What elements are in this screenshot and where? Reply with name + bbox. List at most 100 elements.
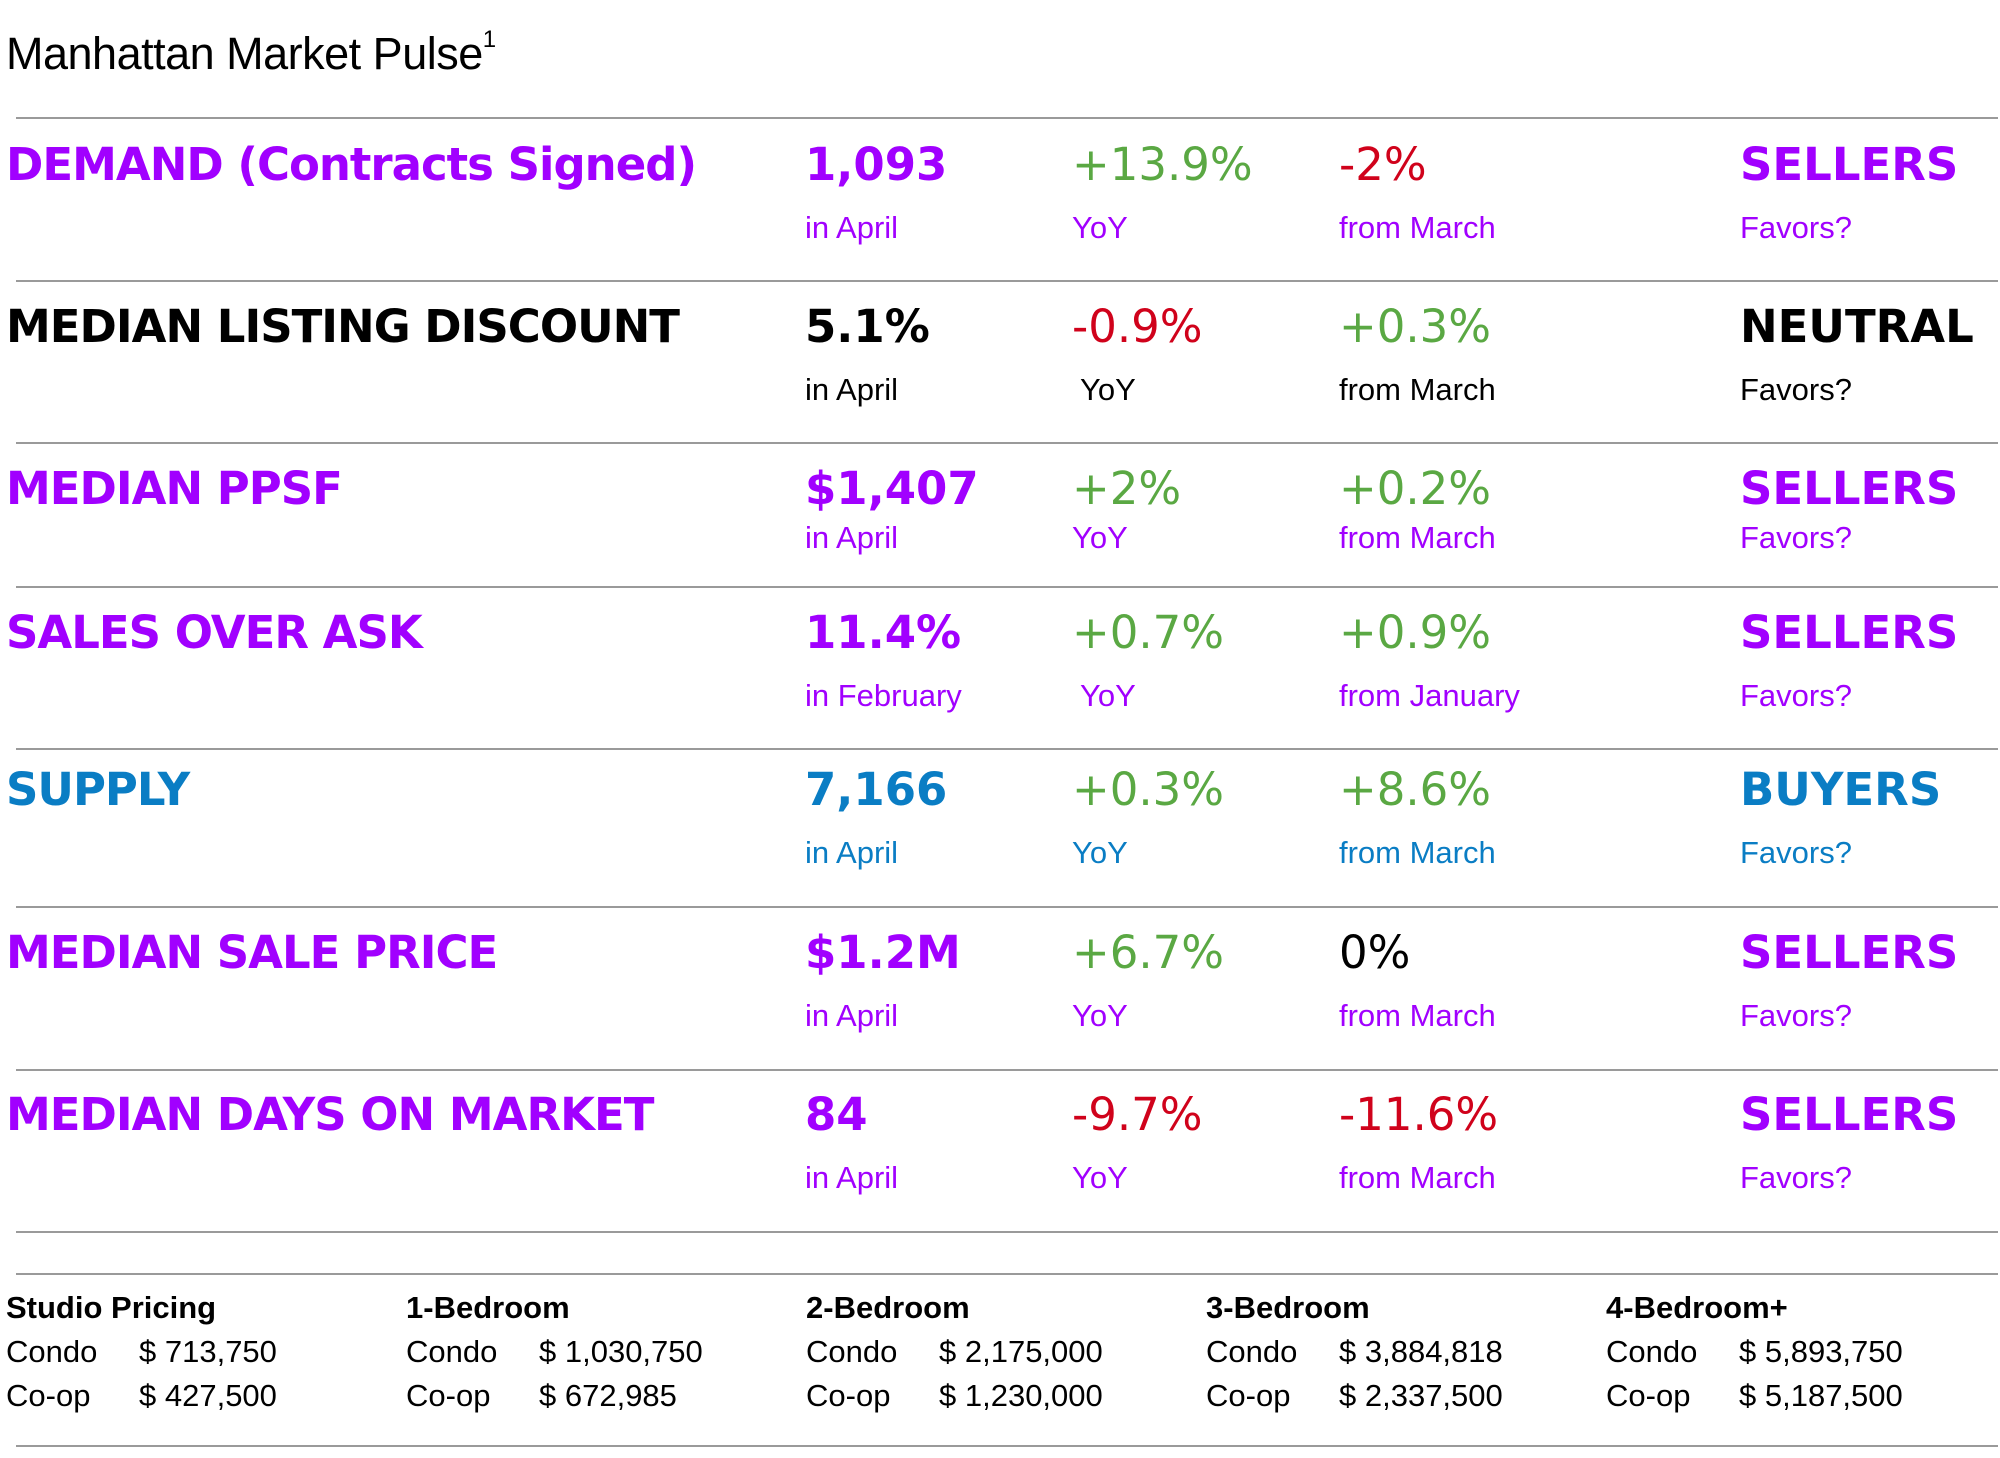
condo-label: Condo <box>806 1334 898 1369</box>
metric-mom-label: from March <box>1339 210 1496 245</box>
metric-name: SUPPLY <box>6 763 190 816</box>
page-title-text: Manhattan Market Pulse <box>6 28 483 79</box>
metric-value: 11.4% <box>805 606 962 659</box>
metric-favors-label: Favors? <box>1740 835 1852 870</box>
metric-yoy: +6.7% <box>1072 926 1225 979</box>
pricing-coop-row: Co-op $ 427,500 <box>6 1378 406 1422</box>
metric-row-median-sale-price: MEDIAN SALE PRICE $1.2M in April +6.7% Y… <box>0 926 2000 1086</box>
metric-value: 1,093 <box>805 138 948 191</box>
metric-favors: SELLERS <box>1740 462 1959 515</box>
metric-mom: -11.6% <box>1339 1088 1499 1141</box>
metric-yoy-label: YoY <box>1080 372 1136 407</box>
pricing-condo-row: Condo $ 3,884,818 <box>1206 1334 1606 1378</box>
divider <box>16 748 1998 750</box>
metric-yoy-label: YoY <box>1072 520 1128 555</box>
metric-value: 84 <box>805 1088 868 1141</box>
pricing-4-bedroom-plus: 4-Bedroom+ Condo $ 5,893,750 Co-op $ 5,187… <box>1606 1290 2000 1422</box>
coop-price: $ 5,187,500 <box>1739 1378 1903 1413</box>
metric-favors: BUYERS <box>1740 763 1942 816</box>
condo-price: $ 1,030,750 <box>539 1334 703 1369</box>
metric-mom-label: from March <box>1339 1160 1496 1195</box>
metric-row-days-on-market: MEDIAN DAYS ON MARKET 84 in April -9.7% … <box>0 1088 2000 1248</box>
metric-period: in April <box>805 835 899 870</box>
pricing-section: Studio Pricing Condo $ 713,750 Co-op $ 427… <box>0 1290 2000 1440</box>
coop-label: Co-op <box>1206 1378 1291 1413</box>
coop-label: Co-op <box>6 1378 91 1413</box>
coop-label: Co-op <box>1606 1378 1691 1413</box>
page-title: Manhattan Market Pulse1 <box>6 26 496 80</box>
condo-price: $ 5,893,750 <box>1739 1334 1903 1369</box>
metric-mom-label: from March <box>1339 372 1496 407</box>
metric-mom-label: from January <box>1339 678 1520 713</box>
metric-mom: +0.9% <box>1339 606 1492 659</box>
metric-yoy-label: YoY <box>1072 998 1128 1033</box>
metric-name: SALES OVER ASK <box>6 606 423 659</box>
pricing-studio: Studio Pricing Condo $ 713,750 Co-op $ 427… <box>6 1290 406 1422</box>
metric-favors-label: Favors? <box>1740 372 1852 407</box>
pricing-heading: 3-Bedroom <box>1206 1290 1370 1325</box>
coop-price: $ 1,230,000 <box>939 1378 1103 1413</box>
divider <box>16 280 1998 282</box>
metric-period: in April <box>805 998 899 1033</box>
divider <box>16 1273 1998 1275</box>
metric-favors-label: Favors? <box>1740 998 1852 1033</box>
metric-yoy: -9.7% <box>1072 1088 1203 1141</box>
divider <box>16 1069 1998 1071</box>
coop-price: $ 427,500 <box>139 1378 277 1413</box>
condo-price: $ 3,884,818 <box>1339 1334 1503 1369</box>
metric-value: $1.2M <box>805 926 961 979</box>
metric-name: DEMAND (Contracts Signed) <box>6 138 697 191</box>
metric-favors: SELLERS <box>1740 138 1959 191</box>
metric-favors-label: Favors? <box>1740 1160 1852 1195</box>
metric-favors: SELLERS <box>1740 1088 1959 1141</box>
metric-value: $1,407 <box>805 462 979 515</box>
metric-name: MEDIAN PPSF <box>6 462 343 515</box>
metric-mom-label: from March <box>1339 835 1496 870</box>
condo-label: Condo <box>406 1334 498 1369</box>
condo-price: $ 713,750 <box>139 1334 277 1369</box>
divider <box>16 586 1998 588</box>
metric-yoy-label: YoY <box>1072 835 1128 870</box>
metric-favors: SELLERS <box>1740 926 1959 979</box>
pricing-condo-row: Condo $ 5,893,750 <box>1606 1334 2000 1378</box>
pricing-heading: 2-Bedroom <box>806 1290 970 1325</box>
condo-price: $ 2,175,000 <box>939 1334 1103 1369</box>
metric-value: 7,166 <box>805 763 948 816</box>
metric-mom: 0% <box>1339 926 1411 979</box>
pricing-condo-row: Condo $ 1,030,750 <box>406 1334 806 1378</box>
metric-row-supply: SUPPLY 7,166 in April +0.3% YoY +8.6% fr… <box>0 763 2000 923</box>
metric-name: MEDIAN LISTING DISCOUNT <box>6 300 680 353</box>
metric-period: in April <box>805 520 899 555</box>
divider <box>16 906 1998 908</box>
metric-favors-label: Favors? <box>1740 520 1852 555</box>
pricing-heading: 4-Bedroom+ <box>1606 1290 1788 1325</box>
metric-name: MEDIAN DAYS ON MARKET <box>6 1088 654 1141</box>
metric-yoy: +2% <box>1072 462 1182 515</box>
metric-period: in April <box>805 372 899 407</box>
condo-label: Condo <box>6 1334 98 1369</box>
metric-yoy-label: YoY <box>1080 678 1136 713</box>
coop-price: $ 2,337,500 <box>1339 1378 1503 1413</box>
metric-yoy: +0.7% <box>1072 606 1225 659</box>
metric-yoy: -0.9% <box>1072 300 1203 353</box>
pricing-2-bedroom: 2-Bedroom Condo $ 2,175,000 Co-op $ 1,230,… <box>806 1290 1206 1422</box>
metric-mom: +8.6% <box>1339 763 1492 816</box>
metric-favors: SELLERS <box>1740 606 1959 659</box>
divider <box>16 1231 1998 1233</box>
pricing-condo-row: Condo $ 2,175,000 <box>806 1334 1206 1378</box>
coop-price: $ 672,985 <box>539 1378 677 1413</box>
metric-row-sales-over-ask: SALES OVER ASK 11.4% in February +0.7% Y… <box>0 606 2000 766</box>
metric-period: in April <box>805 210 899 245</box>
metric-mom-label: from March <box>1339 998 1496 1033</box>
pricing-condo-row: Condo $ 713,750 <box>6 1334 406 1378</box>
metric-name: MEDIAN SALE PRICE <box>6 926 498 979</box>
divider <box>16 1445 1998 1447</box>
divider <box>16 442 1998 444</box>
metric-yoy: +0.3% <box>1072 763 1225 816</box>
metric-mom: -2% <box>1339 138 1427 191</box>
pricing-coop-row: Co-op $ 1,230,000 <box>806 1378 1206 1422</box>
pricing-heading: 1-Bedroom <box>406 1290 570 1325</box>
metric-period: in April <box>805 1160 899 1195</box>
metric-mom: +0.2% <box>1339 462 1492 515</box>
metric-yoy-label: YoY <box>1072 1160 1128 1195</box>
